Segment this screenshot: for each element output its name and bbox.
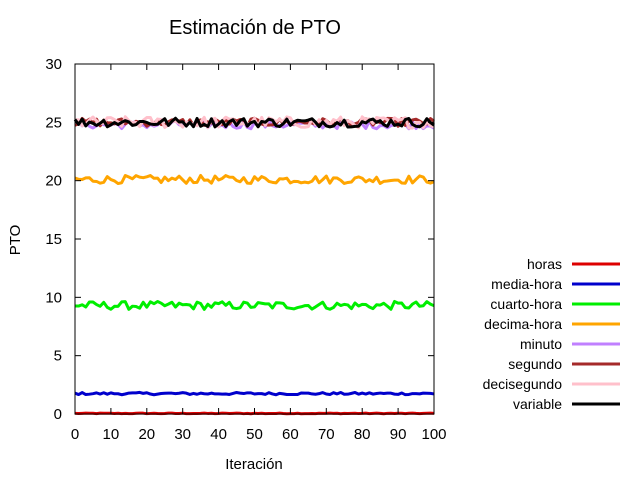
y-tick-label: 15	[45, 231, 62, 248]
x-tick-label: 50	[246, 426, 263, 443]
x-tick-label: 70	[318, 426, 335, 443]
y-tick-label: 0	[54, 406, 62, 423]
plot-frame	[74, 63, 435, 415]
plot-series	[73, 115, 435, 416]
legend-label: minuto	[520, 336, 562, 352]
legend-label: segundo	[508, 356, 562, 372]
x-tick-label: 0	[71, 426, 79, 443]
series-line-decima-hora	[74, 173, 435, 186]
x-tick-label: 20	[138, 426, 155, 443]
y-tick-label: 20	[45, 173, 62, 190]
series-line-cuarto-hora	[75, 299, 435, 311]
x-tick-label: 100	[421, 426, 446, 443]
x-tick-label: 90	[390, 426, 407, 443]
y-tick-label: 10	[45, 289, 62, 306]
x-tick-label: 40	[210, 426, 227, 443]
x-tick-label: 30	[174, 426, 191, 443]
legend-label: variable	[513, 396, 562, 412]
series-line-media-hora	[74, 390, 435, 397]
x-tick-label: 80	[354, 426, 371, 443]
legend-label: decisegundo	[483, 376, 563, 392]
y-tick-label: 30	[45, 56, 62, 73]
x-tick-label: 10	[103, 426, 120, 443]
legend-label: decima-hora	[484, 316, 562, 332]
legend-label: media-hora	[491, 276, 562, 292]
y-tick-label: 5	[54, 348, 62, 365]
x-axis-title: Iteración	[225, 456, 283, 473]
axis-ticks: 0 10 20 30 40 50 60 70 80 90 100 0 5 10 15 20 25 30	[45, 56, 446, 443]
legend-label: horas	[527, 256, 562, 272]
chart-title: Estimación de PTO	[169, 17, 341, 39]
y-axis-title: PTO	[7, 225, 24, 256]
x-tick-label: 60	[282, 426, 299, 443]
legend-label: cuarto-hora	[490, 296, 562, 312]
series-line-variable	[73, 116, 435, 129]
y-tick-label: 25	[45, 114, 62, 131]
legend: horas media-hora cuarto-hora decima-hora min…	[483, 256, 620, 412]
